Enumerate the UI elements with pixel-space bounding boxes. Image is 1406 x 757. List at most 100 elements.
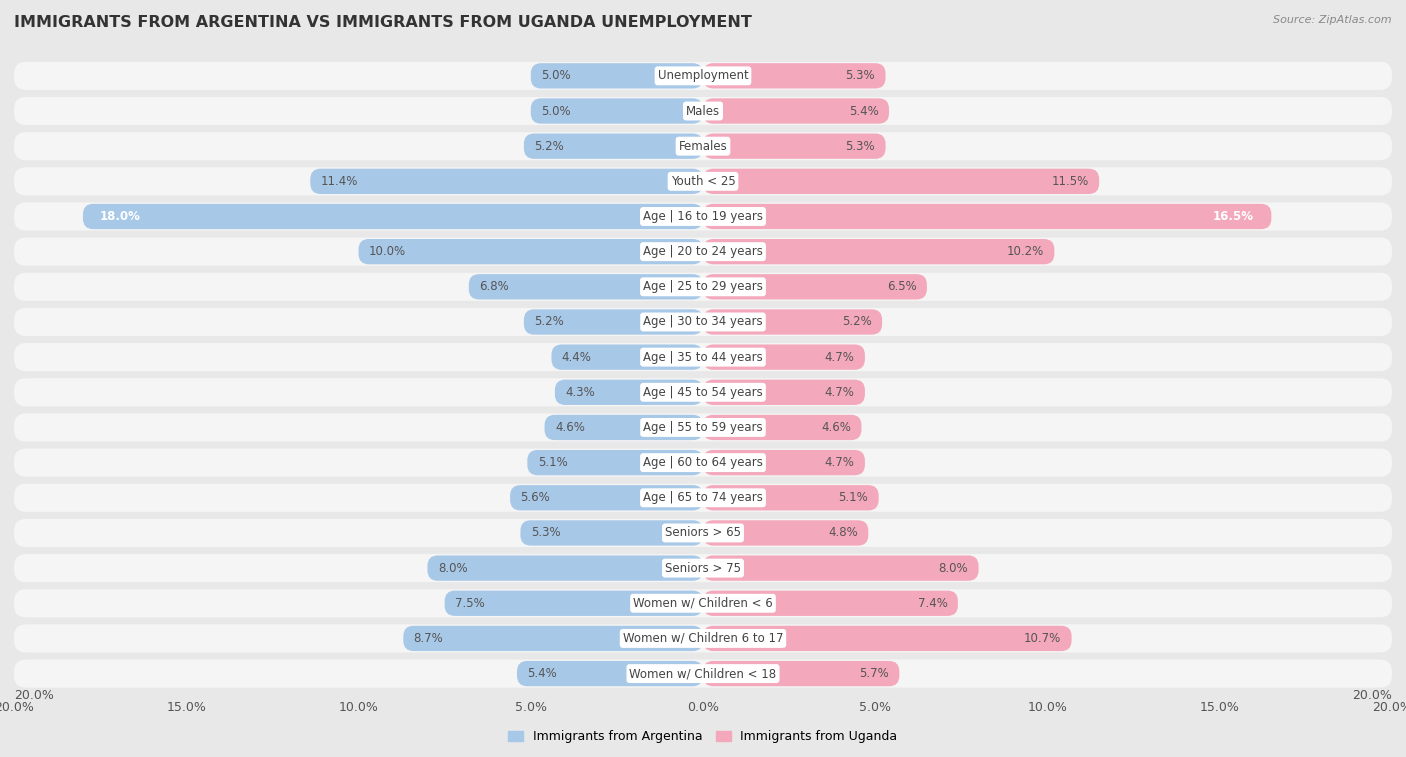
Text: 5.2%: 5.2% <box>842 316 872 329</box>
Legend: Immigrants from Argentina, Immigrants from Uganda: Immigrants from Argentina, Immigrants fr… <box>503 725 903 748</box>
Text: 5.1%: 5.1% <box>537 456 568 469</box>
Text: Age | 30 to 34 years: Age | 30 to 34 years <box>643 316 763 329</box>
FancyBboxPatch shape <box>703 344 865 369</box>
Text: Source: ZipAtlas.com: Source: ZipAtlas.com <box>1274 15 1392 25</box>
FancyBboxPatch shape <box>703 169 1099 194</box>
Text: Women w/ Children < 6: Women w/ Children < 6 <box>633 597 773 609</box>
FancyBboxPatch shape <box>14 449 1392 477</box>
FancyBboxPatch shape <box>444 590 703 616</box>
Text: Age | 25 to 29 years: Age | 25 to 29 years <box>643 280 763 293</box>
Text: 20.0%: 20.0% <box>1353 689 1392 702</box>
Text: 4.8%: 4.8% <box>828 526 858 540</box>
FancyBboxPatch shape <box>14 132 1392 160</box>
Text: IMMIGRANTS FROM ARGENTINA VS IMMIGRANTS FROM UGANDA UNEMPLOYMENT: IMMIGRANTS FROM ARGENTINA VS IMMIGRANTS … <box>14 15 752 30</box>
Text: Youth < 25: Youth < 25 <box>671 175 735 188</box>
FancyBboxPatch shape <box>544 415 703 440</box>
FancyBboxPatch shape <box>14 273 1392 301</box>
FancyBboxPatch shape <box>359 239 703 264</box>
FancyBboxPatch shape <box>14 519 1392 547</box>
FancyBboxPatch shape <box>311 169 703 194</box>
FancyBboxPatch shape <box>14 589 1392 617</box>
Text: Age | 55 to 59 years: Age | 55 to 59 years <box>643 421 763 434</box>
Text: 7.5%: 7.5% <box>456 597 485 609</box>
Text: 20.0%: 20.0% <box>14 689 53 702</box>
Text: Women w/ Children < 18: Women w/ Children < 18 <box>630 667 776 680</box>
FancyBboxPatch shape <box>703 380 865 405</box>
FancyBboxPatch shape <box>14 659 1392 687</box>
FancyBboxPatch shape <box>551 344 703 369</box>
Text: 18.0%: 18.0% <box>100 210 141 223</box>
FancyBboxPatch shape <box>427 556 703 581</box>
Text: 6.8%: 6.8% <box>479 280 509 293</box>
Text: 5.3%: 5.3% <box>845 70 875 83</box>
FancyBboxPatch shape <box>14 554 1392 582</box>
Text: Age | 16 to 19 years: Age | 16 to 19 years <box>643 210 763 223</box>
Text: 5.3%: 5.3% <box>531 526 561 540</box>
FancyBboxPatch shape <box>703 274 927 300</box>
FancyBboxPatch shape <box>531 63 703 89</box>
FancyBboxPatch shape <box>14 625 1392 653</box>
FancyBboxPatch shape <box>524 310 703 335</box>
FancyBboxPatch shape <box>14 167 1392 195</box>
Text: 4.6%: 4.6% <box>555 421 585 434</box>
Text: Females: Females <box>679 140 727 153</box>
FancyBboxPatch shape <box>703 520 869 546</box>
Text: 10.7%: 10.7% <box>1024 632 1062 645</box>
Text: Seniors > 65: Seniors > 65 <box>665 526 741 540</box>
Text: 5.2%: 5.2% <box>534 316 564 329</box>
Text: 8.0%: 8.0% <box>939 562 969 575</box>
FancyBboxPatch shape <box>555 380 703 405</box>
Text: 5.4%: 5.4% <box>527 667 557 680</box>
FancyBboxPatch shape <box>520 520 703 546</box>
Text: 11.4%: 11.4% <box>321 175 359 188</box>
FancyBboxPatch shape <box>703 450 865 475</box>
FancyBboxPatch shape <box>14 238 1392 266</box>
FancyBboxPatch shape <box>524 133 703 159</box>
FancyBboxPatch shape <box>703 661 900 687</box>
FancyBboxPatch shape <box>531 98 703 123</box>
FancyBboxPatch shape <box>517 661 703 687</box>
FancyBboxPatch shape <box>14 308 1392 336</box>
FancyBboxPatch shape <box>14 484 1392 512</box>
FancyBboxPatch shape <box>703 626 1071 651</box>
FancyBboxPatch shape <box>703 63 886 89</box>
FancyBboxPatch shape <box>703 556 979 581</box>
FancyBboxPatch shape <box>703 485 879 510</box>
FancyBboxPatch shape <box>703 590 957 616</box>
Text: 4.4%: 4.4% <box>562 350 592 363</box>
Text: 4.7%: 4.7% <box>825 386 855 399</box>
FancyBboxPatch shape <box>510 485 703 510</box>
FancyBboxPatch shape <box>703 239 1054 264</box>
FancyBboxPatch shape <box>14 202 1392 231</box>
FancyBboxPatch shape <box>14 62 1392 90</box>
FancyBboxPatch shape <box>14 343 1392 371</box>
Text: 4.3%: 4.3% <box>565 386 595 399</box>
Text: Males: Males <box>686 104 720 117</box>
FancyBboxPatch shape <box>703 204 1271 229</box>
Text: 5.6%: 5.6% <box>520 491 550 504</box>
FancyBboxPatch shape <box>703 415 862 440</box>
Text: Age | 45 to 54 years: Age | 45 to 54 years <box>643 386 763 399</box>
Text: Age | 60 to 64 years: Age | 60 to 64 years <box>643 456 763 469</box>
FancyBboxPatch shape <box>14 413 1392 441</box>
FancyBboxPatch shape <box>703 133 886 159</box>
FancyBboxPatch shape <box>83 204 703 229</box>
Text: 4.7%: 4.7% <box>825 456 855 469</box>
Text: 5.1%: 5.1% <box>838 491 869 504</box>
Text: Unemployment: Unemployment <box>658 70 748 83</box>
Text: 16.5%: 16.5% <box>1213 210 1254 223</box>
Text: 5.3%: 5.3% <box>845 140 875 153</box>
Text: 5.7%: 5.7% <box>859 667 889 680</box>
Text: 4.6%: 4.6% <box>821 421 851 434</box>
Text: 6.5%: 6.5% <box>887 280 917 293</box>
Text: Seniors > 75: Seniors > 75 <box>665 562 741 575</box>
Text: 5.0%: 5.0% <box>541 104 571 117</box>
Text: Age | 20 to 24 years: Age | 20 to 24 years <box>643 245 763 258</box>
Text: Women w/ Children 6 to 17: Women w/ Children 6 to 17 <box>623 632 783 645</box>
Text: 5.4%: 5.4% <box>849 104 879 117</box>
Text: 10.2%: 10.2% <box>1007 245 1045 258</box>
Text: 5.2%: 5.2% <box>534 140 564 153</box>
FancyBboxPatch shape <box>404 626 703 651</box>
Text: Age | 65 to 74 years: Age | 65 to 74 years <box>643 491 763 504</box>
Text: 8.0%: 8.0% <box>437 562 467 575</box>
